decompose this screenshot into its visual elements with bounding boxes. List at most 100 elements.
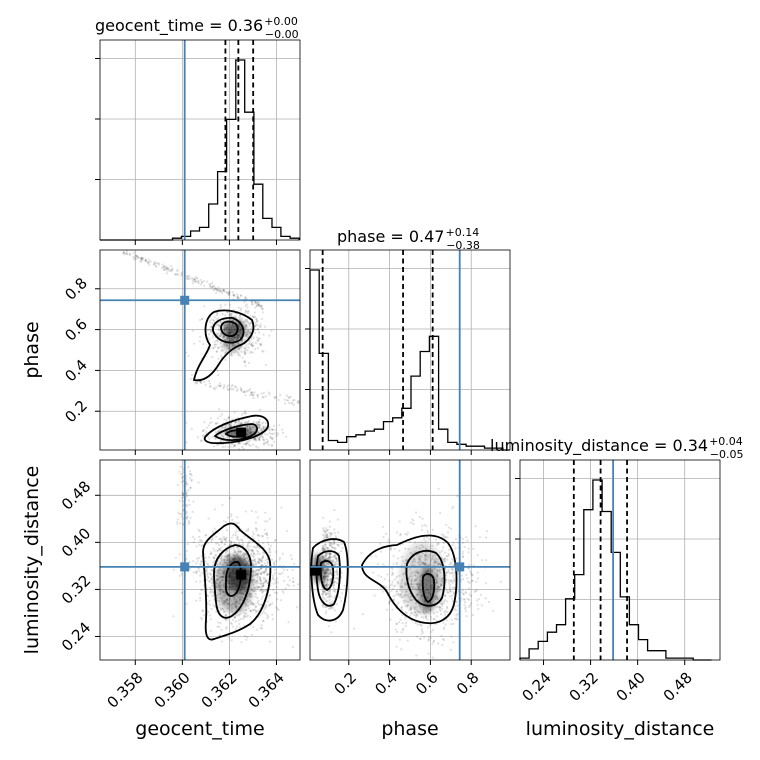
sample-point-1-0-1172 xyxy=(254,325,257,328)
sample-point-1-0-519 xyxy=(213,288,216,291)
sample-point-2-0-1144 xyxy=(241,539,244,542)
sample-point-2-1-501 xyxy=(325,545,328,548)
sample-point-2-0-692 xyxy=(264,607,267,610)
sample-point-2-1-791 xyxy=(323,591,326,594)
sample-point-2-1-42 xyxy=(437,642,440,645)
sample-point-2-1-222 xyxy=(322,516,325,519)
sample-point-2-1-1055 xyxy=(382,536,385,539)
sample-point-2-1-1188 xyxy=(330,532,334,535)
sample-point-2-1-1191 xyxy=(322,527,325,530)
sample-point-1-0-569 xyxy=(191,329,195,332)
sample-point-2-1-201 xyxy=(326,575,329,578)
sample-point-2-0-1375 xyxy=(257,585,261,589)
sample-point-2-0-145 xyxy=(256,580,259,583)
sample-point-2-1-257 xyxy=(333,554,336,557)
sample-point-2-1-469 xyxy=(334,562,337,566)
sample-point-2-0-250 xyxy=(218,603,221,606)
sample-point-2-1-744 xyxy=(447,568,450,571)
sample-point-2-1-56 xyxy=(420,615,423,618)
sample-point-2-0-1002 xyxy=(265,533,268,536)
sample-point-1-0-966 xyxy=(222,336,226,339)
sample-point-1-0-48 xyxy=(259,323,262,326)
sample-point-1-0-1070 xyxy=(240,421,243,424)
sample-point-2-0-417 xyxy=(239,550,242,553)
sample-point-2-1-664 xyxy=(323,548,326,552)
sample-point-2-1-171 xyxy=(326,528,329,532)
sample-point-1-0-1019 xyxy=(261,422,264,425)
sample-point-1-0-1220 xyxy=(256,339,260,342)
sample-point-1-0-1359 xyxy=(253,316,257,319)
sample-point-2-0-1225 xyxy=(268,554,271,557)
contour-inner-pd-left xyxy=(319,560,335,591)
sample-point-2-1-203 xyxy=(328,557,331,560)
sample-point-1-0-319 xyxy=(157,262,160,265)
sample-point-2-1-200 xyxy=(443,557,446,561)
sample-point-1-0-271 xyxy=(276,431,279,435)
sample-point-2-0-47 xyxy=(256,568,259,572)
sample-point-1-0-390 xyxy=(248,339,251,342)
sample-point-1-0-755 xyxy=(222,426,225,429)
sample-point-2-1-1375 xyxy=(328,555,331,558)
sample-point-1-0-1165 xyxy=(249,322,252,325)
sample-point-2-0-710 xyxy=(181,493,184,497)
sample-point-1-0-1264 xyxy=(216,332,219,336)
sample-point-2-1-1340 xyxy=(333,555,336,558)
sample-point-2-1-918 xyxy=(323,579,326,582)
sample-point-2-0-1037 xyxy=(216,563,219,566)
sample-point-1-0-8 xyxy=(245,335,248,338)
sample-point-1-0-119 xyxy=(230,424,233,427)
sample-point-2-1-642 xyxy=(326,579,329,582)
sample-point-2-0-110 xyxy=(234,550,237,553)
sample-point-2-1-411 xyxy=(450,571,453,574)
sample-point-2-1-1131 xyxy=(485,559,488,562)
sample-point-2-1-907 xyxy=(322,546,325,550)
sample-point-2-1-155 xyxy=(394,628,397,631)
sample-point-1-0-257 xyxy=(209,417,212,420)
sample-point-2-0-357 xyxy=(262,551,265,554)
sample-point-2-0-162 xyxy=(230,541,233,545)
sample-point-2-1-53 xyxy=(327,557,330,560)
sample-point-2-0-58 xyxy=(195,562,198,565)
sample-point-2-0-1273 xyxy=(185,557,188,560)
sample-point-2-0-344 xyxy=(181,492,185,495)
sample-point-2-1-289 xyxy=(454,609,458,612)
sample-point-2-0-1344 xyxy=(262,542,265,545)
sample-point-1-0-1180 xyxy=(237,442,240,445)
sample-point-2-1-941 xyxy=(445,579,448,582)
sample-point-2-1-13 xyxy=(439,613,443,616)
sample-point-1-0-846 xyxy=(248,330,251,334)
sample-point-1-0-568 xyxy=(255,438,258,441)
sample-point-2-0-168 xyxy=(193,537,196,541)
sample-point-2-0-779 xyxy=(196,570,199,573)
sample-point-2-1-1050 xyxy=(425,661,427,663)
sample-point-1-0-718 xyxy=(164,268,167,271)
sample-point-2-0-369 xyxy=(233,541,236,544)
sample-point-2-1-503 xyxy=(324,575,327,578)
sample-point-1-0-477 xyxy=(233,385,237,388)
density-peak-2 xyxy=(310,565,321,576)
sample-point-2-1-93 xyxy=(440,549,444,553)
sample-point-2-0-522 xyxy=(229,621,233,625)
sample-point-2-1-1269 xyxy=(445,571,448,574)
sample-point-2-0-707 xyxy=(185,505,189,508)
sample-point-2-1-986 xyxy=(475,599,479,602)
sample-point-1-0-5 xyxy=(250,338,253,341)
sample-point-2-1-618 xyxy=(392,562,395,565)
sample-point-2-0-685 xyxy=(265,605,268,608)
sample-point-2-0-785 xyxy=(254,563,257,566)
sample-point-2-0-503 xyxy=(200,571,203,575)
sample-point-2-0-232 xyxy=(221,640,224,643)
sample-point-2-1-1187 xyxy=(324,605,327,609)
sample-point-1-0-749 xyxy=(165,267,169,270)
sample-point-1-0-1300 xyxy=(261,307,264,311)
sample-point-1-0-259 xyxy=(251,427,254,430)
sample-point-2-0-1070 xyxy=(234,531,237,534)
sample-point-2-1-1025 xyxy=(335,568,339,571)
sample-point-2-1-972 xyxy=(466,597,469,601)
sample-point-2-1-466 xyxy=(447,548,451,551)
sample-point-2-0-1113 xyxy=(269,594,272,597)
sample-point-2-1-870 xyxy=(382,563,385,566)
sample-point-1-0-859 xyxy=(197,436,200,439)
sample-point-1-0-1032 xyxy=(259,423,262,426)
sample-point-1-0-805 xyxy=(254,428,257,431)
